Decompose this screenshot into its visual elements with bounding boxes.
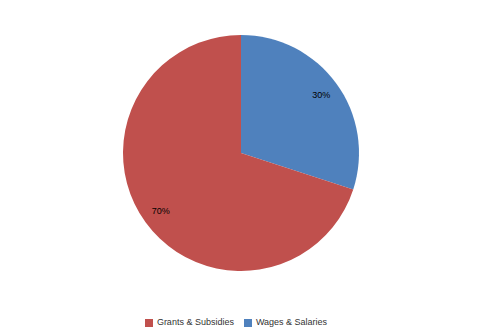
svg-text:70%: 70%	[152, 206, 170, 216]
html-text:Wages & Salaries: Wages & Salaries	[255, 317, 328, 327]
svg-text:30%: 30%	[312, 90, 330, 100]
html-text:Grants & Subsidies: Grants & Subsidies	[156, 317, 234, 327]
